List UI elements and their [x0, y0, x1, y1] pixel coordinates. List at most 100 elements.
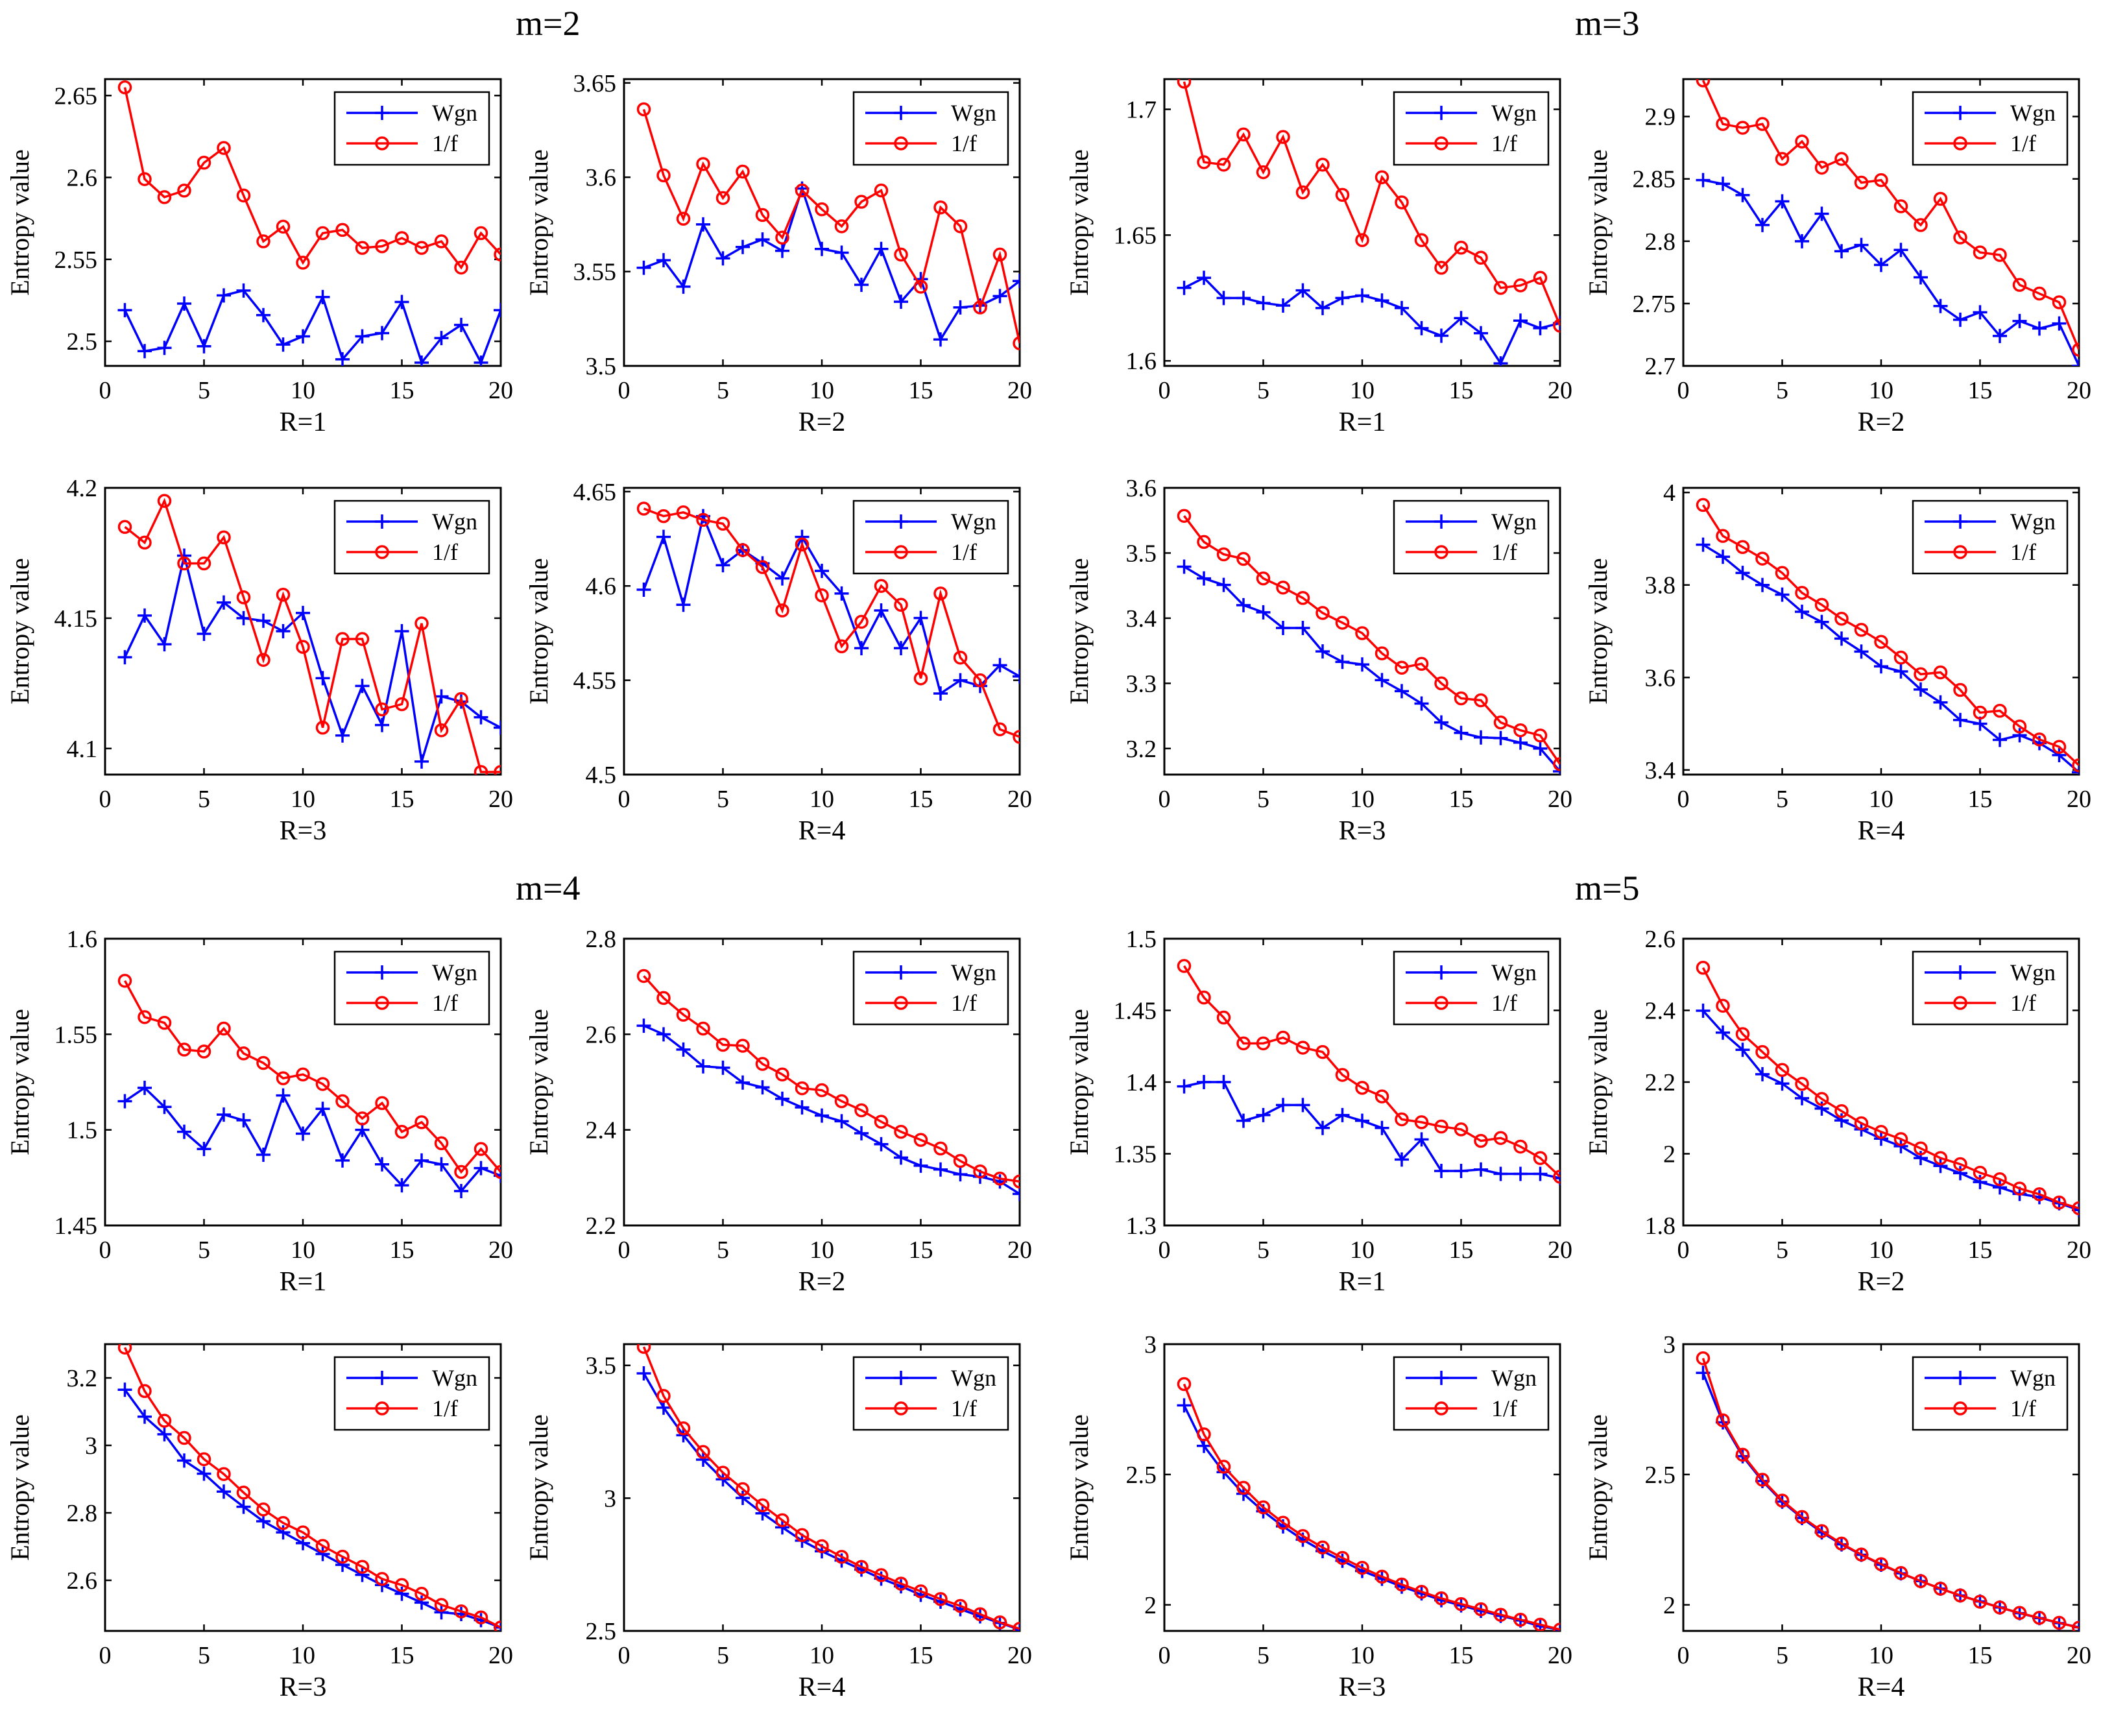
data-point	[138, 535, 152, 550]
x-tick-label: 15	[1968, 1236, 1993, 1264]
data-point	[894, 1150, 908, 1165]
data-point	[933, 200, 948, 215]
data-point	[256, 307, 270, 322]
legend-box	[333, 91, 490, 166]
data-point	[1933, 1582, 1948, 1596]
data-point	[217, 1021, 231, 1036]
legend-box	[1393, 950, 1550, 1026]
data-point	[1197, 1075, 1211, 1089]
x-tick-label: 0	[99, 1642, 112, 1669]
data-point	[795, 1528, 810, 1543]
data-point	[656, 1389, 671, 1403]
legend: Wgn 1/f	[1912, 1356, 2069, 1431]
data-point	[454, 260, 468, 275]
legend-marker	[1434, 545, 1448, 559]
series-wgn	[117, 1080, 501, 1198]
data-point	[1216, 1075, 1231, 1089]
data-point	[953, 219, 968, 234]
data-point	[138, 608, 152, 623]
data-point	[953, 1153, 968, 1168]
data-point	[256, 613, 270, 628]
data-point	[197, 156, 211, 170]
x-tick-label: 5	[198, 377, 210, 404]
x-tick-label: 10	[291, 377, 315, 404]
legend-label: Wgn	[951, 1365, 996, 1391]
data-point	[1775, 587, 1790, 602]
data-point	[874, 183, 889, 198]
data-point	[874, 603, 889, 618]
y-tick-label: 1.5	[67, 1117, 98, 1144]
data-point	[1553, 764, 1560, 775]
x-tick-label: 20	[2067, 1642, 2091, 1669]
y-tick-label: 3.5	[586, 353, 617, 380]
data-point	[1216, 547, 1231, 562]
legend-label: Wgn	[2010, 1365, 2056, 1391]
data-point	[454, 1164, 468, 1179]
data-point	[636, 1366, 651, 1381]
data-point	[795, 1081, 810, 1096]
data-point	[715, 1060, 730, 1075]
data-point	[1177, 1398, 1192, 1413]
data-point	[1177, 280, 1192, 295]
y-tick-label: 3	[1663, 1331, 1676, 1358]
data-point	[1953, 312, 1967, 327]
data-point	[276, 1515, 291, 1530]
data-point	[1775, 1493, 1790, 1508]
data-point	[494, 1621, 501, 1631]
legend-label: 1/f	[951, 130, 977, 156]
legend-marker	[1434, 965, 1448, 980]
data-point	[953, 1167, 968, 1182]
data-point	[933, 1592, 948, 1606]
data-point	[992, 658, 1007, 673]
data-point	[117, 520, 132, 535]
y-axis-label: Entropy value	[1583, 1009, 1613, 1155]
data-point	[236, 610, 251, 625]
group-title-m5: m=5	[1575, 869, 1640, 908]
legend-marker	[1953, 106, 1967, 120]
data-point	[1513, 1139, 1528, 1154]
x-tick-label: 5	[717, 786, 729, 813]
data-point	[335, 728, 350, 743]
x-tick-label: 0	[1159, 1236, 1171, 1264]
data-point	[1315, 1540, 1330, 1555]
data-point	[1276, 1030, 1290, 1045]
data-point	[2032, 286, 2047, 301]
data-point	[1953, 1157, 1967, 1172]
series-line	[643, 507, 1020, 738]
data-point	[1414, 657, 1429, 671]
x-tick-label: 20	[2067, 1236, 2091, 1264]
legend-marker	[375, 965, 389, 980]
data-point	[276, 337, 291, 352]
data-point	[1914, 1141, 1928, 1155]
subplot-3: 0 5 10 15 20 1.6 1.65 1.7 R=1 Entropy value Wgn 1/f	[1064, 78, 1572, 437]
data-point	[177, 1430, 191, 1445]
legend-label: Wgn	[432, 100, 477, 126]
data-point	[2052, 295, 2067, 309]
data-point	[1375, 170, 1389, 184]
data-point	[276, 1525, 291, 1540]
data-point	[1933, 1151, 1948, 1165]
data-point	[736, 239, 750, 254]
series-line	[642, 1373, 1020, 1631]
subplot-15: 0 5 10 15 20 2 2.5 3 R=3 Entropy value Wgn 1/f	[1064, 1331, 1572, 1702]
data-point	[1533, 1617, 1548, 1631]
legend-marker	[894, 996, 908, 1010]
x-tick-label: 20	[488, 1236, 513, 1264]
data-point	[913, 671, 928, 686]
series-wgn	[1177, 1075, 1560, 1186]
data-point	[197, 339, 211, 354]
data-point	[1696, 498, 1711, 512]
data-point	[434, 234, 449, 248]
data-point	[394, 1578, 409, 1593]
data-point	[1315, 1044, 1330, 1059]
y-tick-label: 2.6	[67, 1567, 98, 1595]
legend-marker	[894, 136, 908, 151]
y-tick-label: 2.2	[1645, 1069, 1676, 1096]
data-point	[874, 1115, 889, 1129]
legend-label: 1/f	[2010, 990, 2036, 1016]
data-point	[434, 1136, 449, 1151]
x-tick-label: 15	[909, 377, 933, 404]
data-point	[1315, 644, 1330, 659]
x-tick-label: 0	[618, 1236, 631, 1264]
data-point	[454, 317, 468, 332]
